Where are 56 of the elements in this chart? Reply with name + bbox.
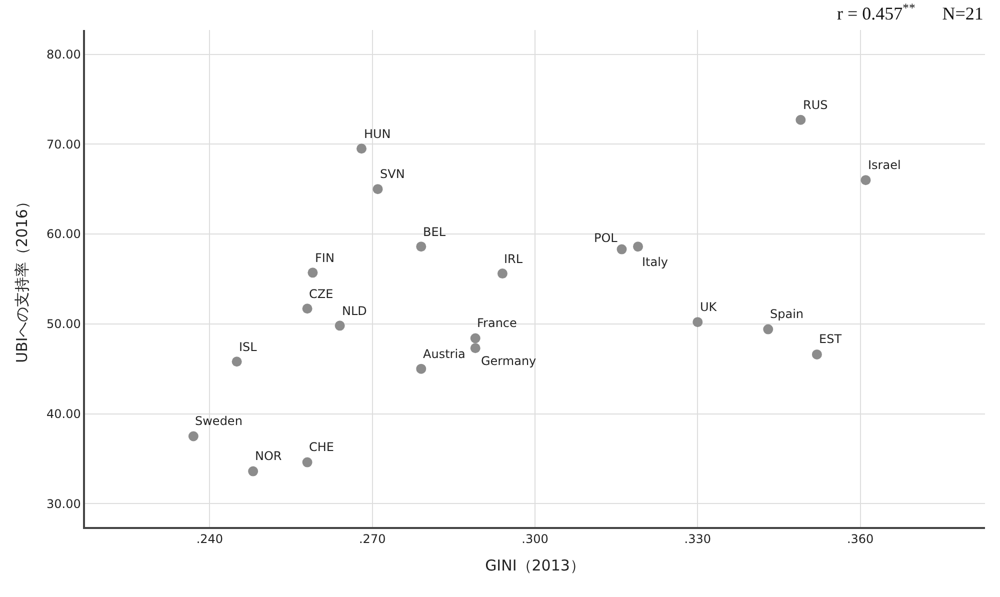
point: [812, 349, 822, 360]
point: [248, 466, 258, 476]
annotation: BEL: [423, 225, 446, 239]
annotation: RUS: [803, 98, 828, 112]
y-tick-label: 40.00: [46, 406, 81, 421]
annotation: POL: [594, 231, 618, 245]
annotation: ISL: [239, 340, 258, 354]
x-tick-label: .300: [522, 532, 548, 546]
text: r = 0.457$^{**}$ N=21: [837, 1, 984, 24]
annotation: France: [477, 316, 517, 330]
point: [416, 242, 426, 252]
point: [633, 242, 644, 252]
point: [796, 114, 806, 125]
x-axis-title: GINI（2013）: [485, 556, 585, 575]
y-tick-label: 80.00: [46, 47, 81, 62]
annotation: UK: [700, 300, 718, 314]
point: [692, 317, 703, 328]
point: [470, 343, 480, 354]
annotation: HUN: [364, 127, 391, 141]
point: [308, 268, 318, 278]
annotation: NOR: [255, 449, 282, 463]
point: [188, 431, 198, 442]
y-tick-label: 70.00: [46, 137, 81, 152]
x-tick-label: .360: [846, 532, 874, 546]
point: [302, 457, 312, 468]
annotation: FIN: [315, 251, 334, 265]
annotation: Italy: [642, 255, 668, 269]
point: [232, 356, 242, 367]
point: [860, 175, 871, 186]
point: [416, 364, 426, 374]
annotation: SVN: [380, 167, 405, 181]
point: [470, 333, 480, 344]
point: [372, 184, 383, 194]
annotation: NLD: [342, 304, 367, 318]
annotation: EST: [819, 332, 842, 346]
point: [497, 268, 508, 279]
x-tick-label: .240: [196, 532, 224, 546]
y-tick-label: 30.00: [46, 496, 81, 511]
x-tick-label: .330: [684, 532, 712, 546]
annotation: Austria: [423, 347, 466, 361]
point: [334, 320, 345, 331]
y-tick-label: 60.00: [46, 227, 81, 242]
annotation: CHE: [309, 440, 334, 454]
annotation: IRL: [504, 252, 523, 266]
point: [763, 324, 774, 334]
x-tick-label: .270: [358, 532, 386, 546]
point: [302, 304, 312, 314]
annotation: Israel: [868, 158, 901, 172]
y-axis-title: UBIへの支持率（2016）: [13, 194, 32, 363]
annotation: Germany: [481, 354, 536, 368]
annotation: CZE: [309, 287, 334, 301]
y-tick-label: 50.00: [46, 317, 81, 332]
annotation: Spain: [770, 307, 804, 321]
annotation: Sweden: [195, 414, 242, 428]
point: [616, 244, 627, 254]
point: [356, 144, 367, 154]
